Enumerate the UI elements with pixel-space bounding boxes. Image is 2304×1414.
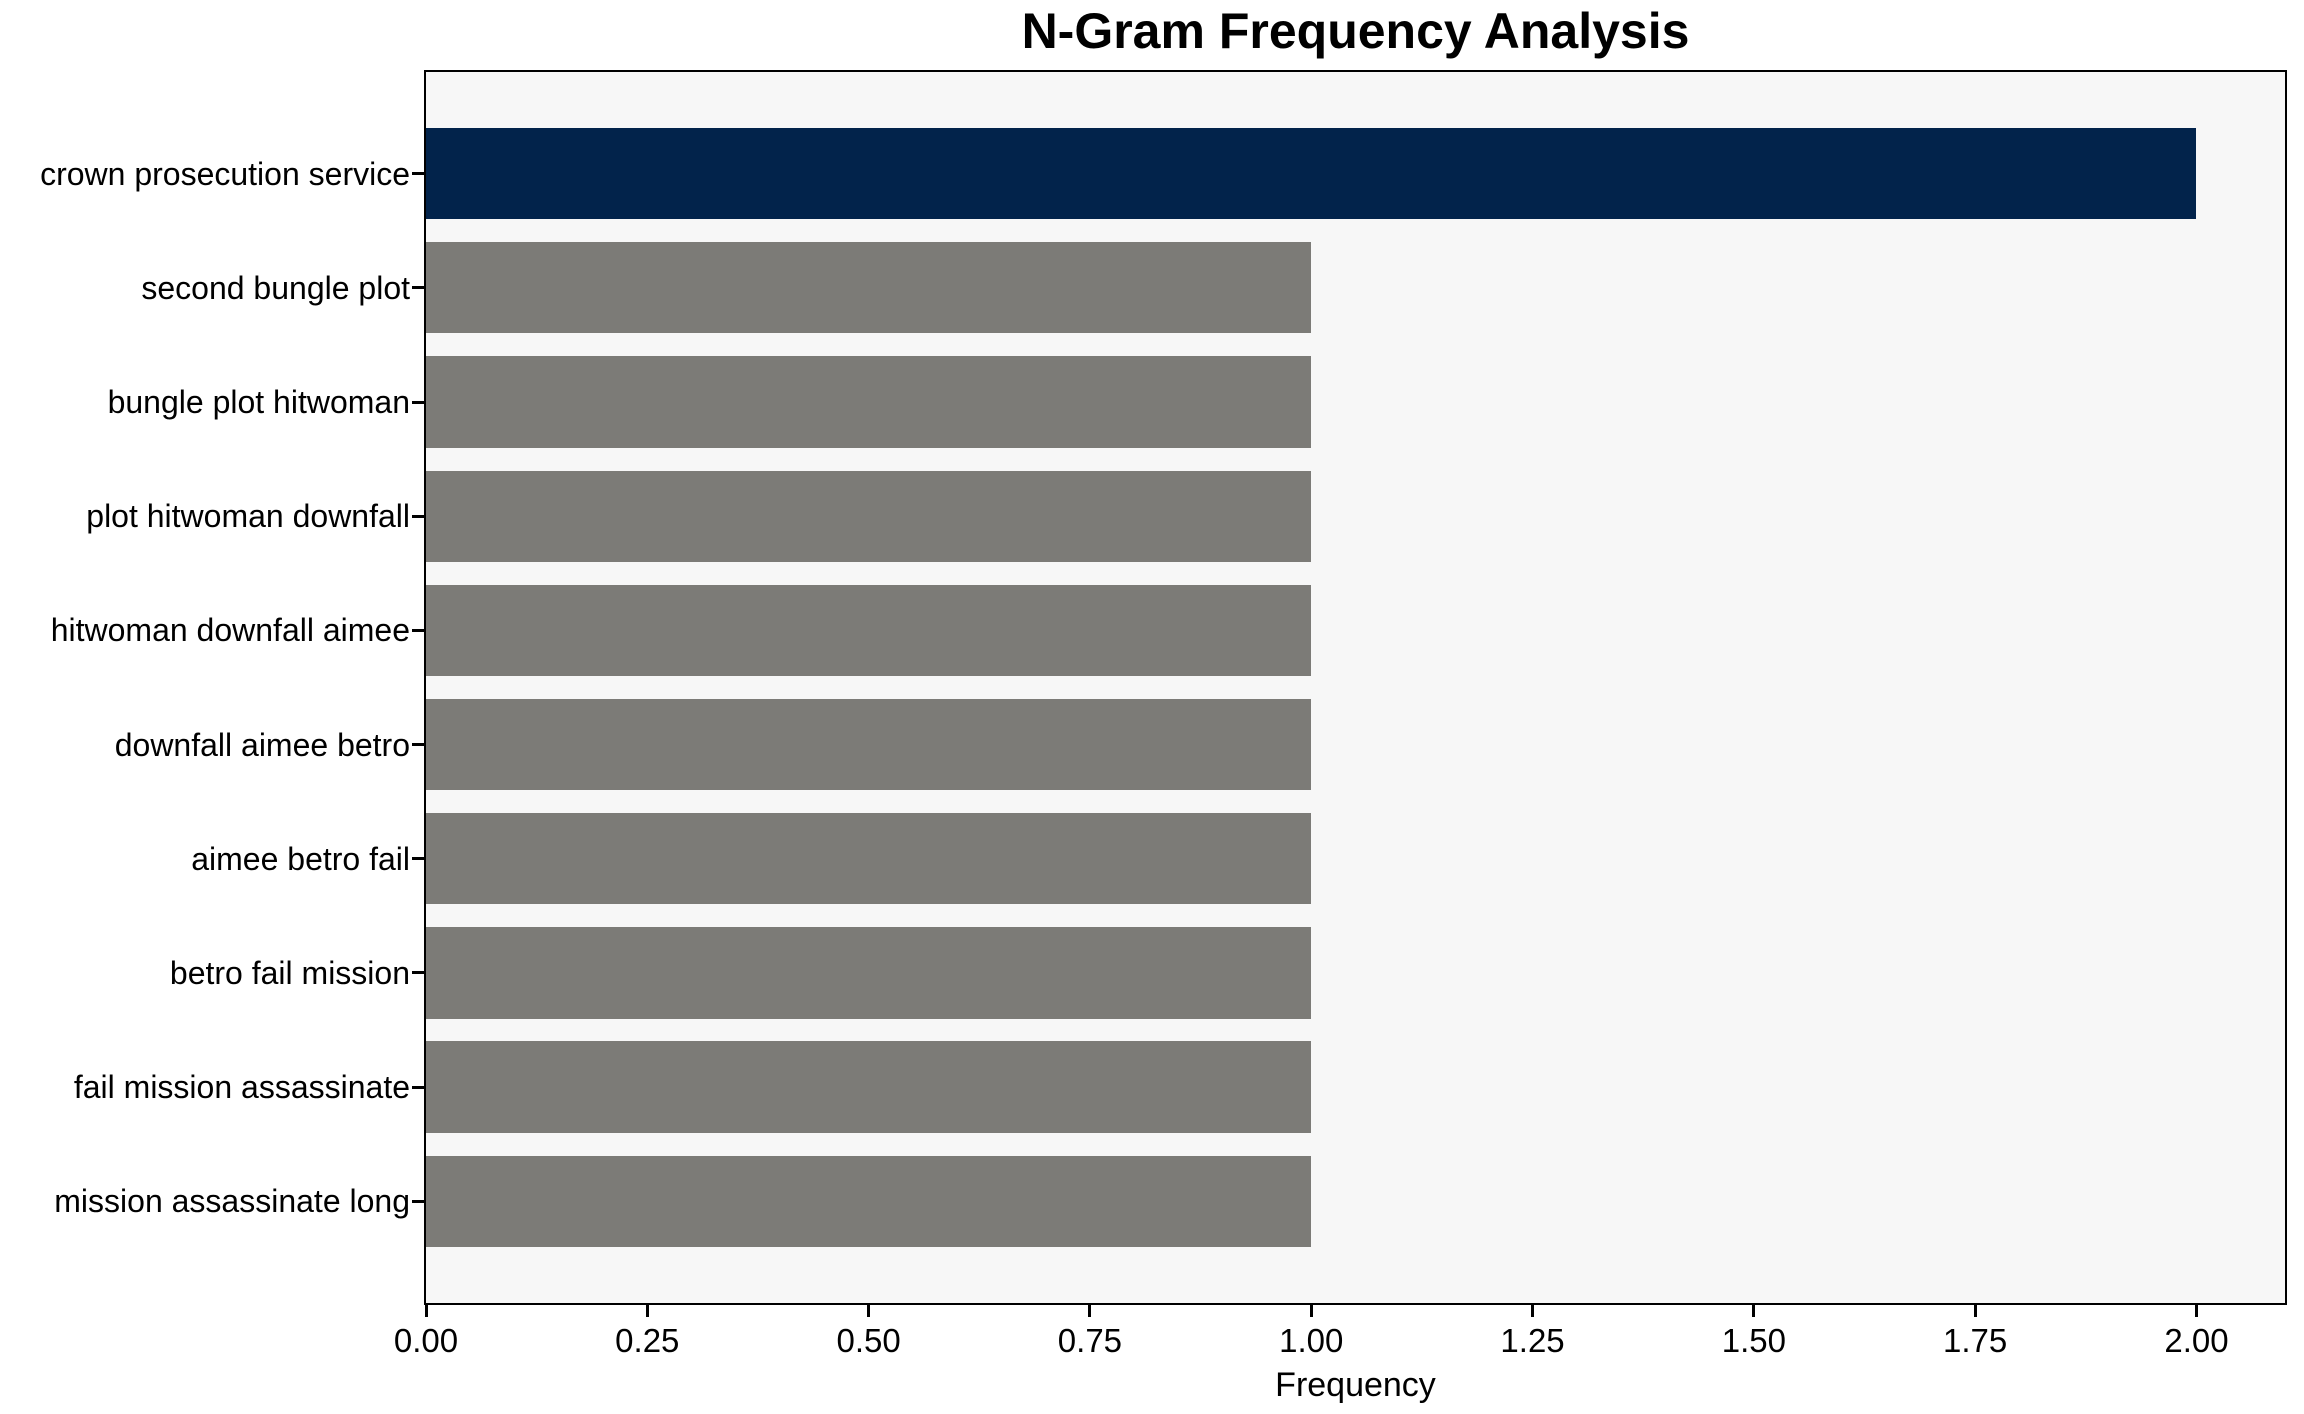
- x-tick-label: 1.50: [1721, 1322, 1786, 1359]
- x-tick-label: 1.75: [1943, 1322, 2008, 1359]
- bar-aimee-betro-fail: [426, 813, 1312, 905]
- y-tick-label: mission assassinate long: [54, 1183, 410, 1220]
- x-tick-mark: [867, 1305, 871, 1317]
- bar-crown-prosecution-service: [426, 127, 2197, 220]
- x-tick-mark: [1088, 1305, 1092, 1317]
- bar-bungle-plot-hitwoman: [426, 356, 1312, 448]
- x-tick-label: 1.25: [1500, 1322, 1565, 1359]
- x-tick-mark: [2194, 1305, 2198, 1317]
- y-tick-label: bungle plot hitwoman: [107, 384, 410, 421]
- x-tick-label: 0.75: [1057, 1322, 1123, 1359]
- bar-downfall-aimee-betro: [426, 698, 1312, 791]
- bar-mission-assassinate-long: [426, 1155, 1312, 1248]
- x-tick-mark: [645, 1305, 649, 1317]
- bar-plot-hitwoman-downfall: [426, 470, 1312, 562]
- y-tick-mark: [412, 1199, 424, 1203]
- y-tick-mark: [412, 286, 424, 290]
- x-axis-label: Frequency: [1275, 1366, 1436, 1404]
- x-tick-label: 0.50: [836, 1322, 901, 1359]
- y-tick-mark: [412, 857, 424, 861]
- y-tick-mark: [412, 743, 424, 747]
- y-tick-mark: [412, 514, 424, 518]
- x-tick-mark: [1531, 1305, 1535, 1317]
- y-tick-mark: [412, 400, 424, 404]
- y-tick-label: plot hitwoman downfall: [86, 498, 410, 535]
- y-tick-label: hitwoman downfall aimee: [50, 612, 410, 649]
- x-tick-mark: [1752, 1305, 1756, 1317]
- x-tick-label: 2.00: [2164, 1322, 2229, 1359]
- bar-fail-mission-assassinate: [426, 1041, 1312, 1133]
- y-tick-mark: [412, 971, 424, 975]
- x-tick-mark: [424, 1305, 428, 1317]
- x-tick-label: 0.25: [615, 1322, 680, 1359]
- x-tick-mark: [1309, 1305, 1313, 1317]
- y-tick-label: aimee betro fail: [191, 840, 410, 877]
- y-tick-label: crown prosecution service: [40, 155, 410, 192]
- x-tick-label: 0.00: [393, 1322, 459, 1359]
- y-tick-label: downfall aimee betro: [114, 726, 410, 763]
- y-tick-mark: [412, 172, 424, 176]
- x-tick-label: 1.00: [1279, 1322, 1344, 1359]
- y-tick-label: fail mission assassinate: [73, 1069, 410, 1106]
- chart-title: N-Gram Frequency Analysis: [1021, 3, 1690, 59]
- y-tick-mark: [412, 628, 424, 632]
- y-tick-label: betro fail mission: [169, 954, 410, 991]
- bar-hitwoman-downfall-aimee: [426, 584, 1312, 677]
- bar-second-bungle-plot: [426, 242, 1312, 334]
- y-tick-mark: [412, 1085, 424, 1089]
- bar-betro-fail-mission: [426, 927, 1312, 1019]
- y-tick-label: second bungle plot: [141, 269, 410, 306]
- x-tick-mark: [1973, 1305, 1977, 1317]
